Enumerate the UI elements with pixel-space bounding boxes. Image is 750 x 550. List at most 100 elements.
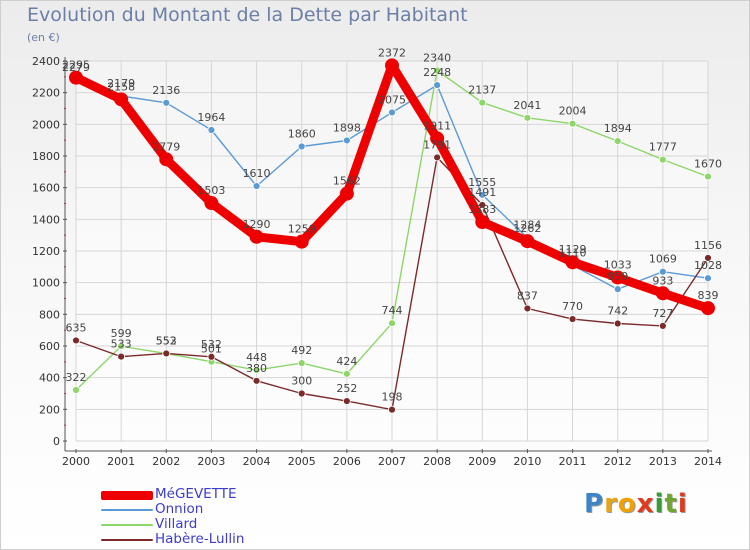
legend-label: Onnion <box>155 501 204 517</box>
y-tick-label: 1600 <box>32 182 60 195</box>
data-label: 492 <box>291 344 312 357</box>
series-point-3 <box>658 321 667 330</box>
series-point-0 <box>430 131 445 146</box>
x-tick-label: 2008 <box>423 455 451 468</box>
data-label: 198 <box>382 391 403 404</box>
legend-label: Habère-Lullin <box>155 531 245 547</box>
series-point-2 <box>297 359 306 368</box>
series-point-0 <box>249 229 264 244</box>
data-label: 424 <box>336 355 357 368</box>
legend-swatch <box>101 509 153 511</box>
data-label: 933 <box>652 274 673 287</box>
series-point-1 <box>478 190 487 199</box>
series-point-1 <box>433 81 442 89</box>
logo-letter: P <box>584 489 605 519</box>
data-label: 2179 <box>107 77 135 90</box>
x-tick-label: 2004 <box>243 455 271 468</box>
data-label: 1562 <box>333 175 361 188</box>
series-point-1 <box>613 285 622 294</box>
y-tick-label: 600 <box>39 340 60 353</box>
series-point-2 <box>117 342 126 351</box>
series-point-3 <box>523 304 532 313</box>
series-point-3 <box>72 336 80 345</box>
series-point-3 <box>342 397 351 406</box>
y-tick-label: 1200 <box>32 245 60 258</box>
series-point-2 <box>252 366 261 374</box>
data-label: 1670 <box>694 158 722 171</box>
y-tick-label: 1800 <box>32 150 60 163</box>
x-tick-label: 2010 <box>513 455 541 468</box>
x-tick-label: 2013 <box>649 455 677 468</box>
series-point-3 <box>433 153 442 162</box>
series-point-0 <box>385 58 399 73</box>
data-label: 2158 <box>107 80 135 93</box>
series-point-3 <box>252 376 261 385</box>
data-label: 2279 <box>62 61 90 74</box>
series-point-2 <box>478 98 487 107</box>
legend-label: MéGEVETTE <box>155 486 237 502</box>
series-point-2 <box>433 66 442 75</box>
series-point-3 <box>568 315 577 323</box>
series-point-0 <box>701 301 715 316</box>
chart-title: Evolution du Montant de la Dette par Hab… <box>27 4 468 26</box>
chart-subtitle: (en €) <box>27 31 60 44</box>
data-label: 1894 <box>604 122 632 135</box>
data-label: 448 <box>246 351 267 364</box>
data-label: 1779 <box>152 140 180 153</box>
series-point-0 <box>475 215 490 230</box>
data-label: 322 <box>66 371 87 384</box>
data-label: 1777 <box>649 141 677 154</box>
series-point-0 <box>339 186 354 201</box>
legend-swatch <box>101 539 153 541</box>
series-point-1 <box>162 98 171 107</box>
x-tick-label: 2011 <box>559 455 587 468</box>
data-label: 2295 <box>62 59 90 72</box>
series-point-0 <box>114 92 129 107</box>
logo-letter: x <box>636 489 655 519</box>
logo-letter: r <box>604 489 618 519</box>
y-tick-label: 2000 <box>32 118 60 131</box>
series-point-1 <box>342 136 351 145</box>
data-label: 501 <box>201 343 222 356</box>
series-point-3 <box>297 389 306 398</box>
data-label: 2075 <box>378 93 406 106</box>
series-point-0 <box>655 286 670 301</box>
series-point-0 <box>610 270 625 285</box>
data-label: 2004 <box>559 105 587 118</box>
series-point-0 <box>159 152 174 167</box>
series-point-3 <box>117 352 126 361</box>
data-label: 1503 <box>197 184 225 197</box>
data-label: 2340 <box>423 52 451 65</box>
series-point-1 <box>704 274 712 283</box>
data-label: 552 <box>156 335 177 348</box>
y-tick-label: 400 <box>39 372 60 385</box>
series-point-2 <box>568 119 577 128</box>
legend-swatch <box>101 524 153 526</box>
x-tick-label: 2005 <box>288 455 316 468</box>
series-point-3 <box>207 352 216 361</box>
data-label: 1290 <box>243 218 271 231</box>
data-label: 1110 <box>559 246 587 259</box>
data-label: 635 <box>66 321 87 334</box>
data-label: 2372 <box>378 46 406 59</box>
logo-letter: i <box>654 489 665 519</box>
x-tick-label: 2000 <box>62 455 90 468</box>
legend-label: Villard <box>155 516 198 532</box>
series-point-0 <box>520 234 535 249</box>
data-label: 532 <box>201 338 222 351</box>
data-label: 770 <box>562 300 583 313</box>
data-label: 1129 <box>559 243 587 256</box>
series-point-3 <box>613 319 622 328</box>
data-label: 1898 <box>333 121 361 134</box>
series-point-3 <box>388 405 396 414</box>
series-point-1 <box>207 126 216 134</box>
x-tick-label: 2014 <box>694 455 722 468</box>
data-label: 1262 <box>513 222 541 235</box>
data-label: 744 <box>382 304 403 317</box>
data-label: 300 <box>291 375 312 388</box>
data-label: 1491 <box>468 186 496 199</box>
series-point-1 <box>297 142 306 151</box>
series-point-2 <box>613 137 622 146</box>
